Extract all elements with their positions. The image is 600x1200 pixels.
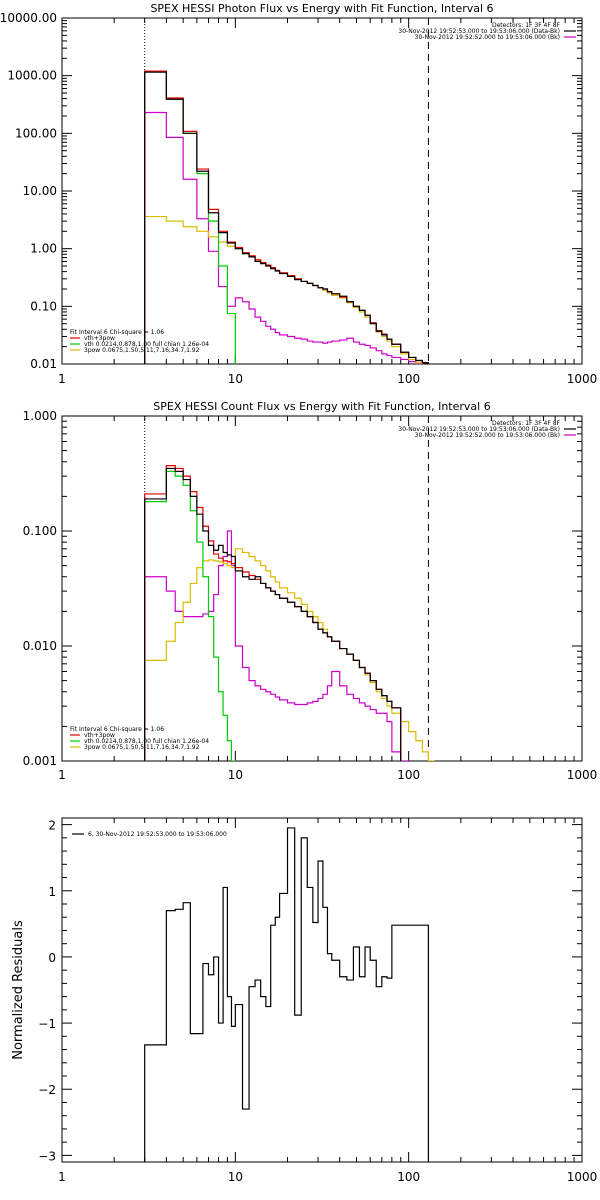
panel-count: SPEX HESSI Count Flux vs Energy with Fit…	[23, 400, 598, 782]
y-tick-label: 1.000	[23, 409, 57, 423]
y-tick-label: 0.010	[23, 639, 57, 653]
y-tick-label: 10000.00	[0, 11, 57, 25]
residuals-line	[144, 827, 430, 1162]
legend-bottom-left-text: 3pow 0.0675,1.50,5.11,7.16,34.7,1.92	[84, 744, 200, 751]
y-tick-label: −3	[38, 1149, 56, 1163]
series-background-line	[144, 111, 423, 364]
legend-bottom-left-text: vth 0.0214,0.878,1.00 full chian 1.26e-0…	[84, 341, 209, 348]
legend-top-right-text: 30-Nov-2012 19:52:52.000 to 19:53:06.000…	[415, 34, 560, 41]
plot-frame	[61, 17, 583, 365]
series-vth-line	[144, 470, 236, 761]
legend-top-right-text: 30-Nov-2012 19:52:53.000 to 19:53:06.000…	[398, 28, 560, 35]
x-tick-label: 100	[397, 372, 420, 386]
legend-top-right-text: Detectors: 1F 3F 4F 8F	[492, 420, 561, 427]
series-background-line	[144, 530, 410, 761]
x-tick-label: 10	[228, 372, 243, 386]
panel-photon: SPEX HESSI Photon Flux vs Energy with Fi…	[0, 2, 597, 386]
y-tick-label: 1	[48, 885, 56, 899]
series-3pow-line	[144, 215, 423, 364]
legend-bottom-left-text: Fit Interval 6 Chi-square = 1.06	[70, 726, 164, 733]
x-tick-label: 10	[228, 768, 243, 782]
y-tick-label: 1000.00	[7, 69, 57, 83]
x-tick-label: 10	[228, 1170, 243, 1184]
legend-bottom-left-text: Fit Interval 6 Chi-square = 1.06	[70, 329, 164, 336]
y-tick-label: 10.00	[23, 184, 57, 198]
legend-text: 6, 30-Nov-2012 19:52:53.000 to 19:53:06.…	[88, 831, 227, 838]
x-tick-label: 1000	[567, 372, 598, 386]
x-tick-label: 1	[58, 1170, 66, 1184]
y-tick-label: 1.00	[30, 242, 57, 256]
series-data-line	[144, 71, 430, 364]
plot-area	[144, 465, 435, 761]
chart-title: SPEX HESSI Count Flux vs Energy with Fit…	[153, 400, 490, 413]
plot-frame	[61, 415, 583, 762]
y-tick-label: 0.01	[30, 357, 57, 371]
y-tick-label: 0.100	[23, 524, 57, 538]
x-tick-label: 1000	[567, 1170, 598, 1184]
y-tick-label: −1	[38, 1017, 56, 1031]
x-tick-label: 100	[397, 768, 420, 782]
y-tick-label: 2	[48, 819, 56, 833]
legend-top-right-text: 30-Nov-2012 19:52:53.000 to 19:53:06.000…	[398, 426, 560, 433]
legend-bottom-left-text: vth+3pow	[84, 335, 115, 342]
legend-bottom-left-text: 3pow 0.0675,1.50,5.11,7.16,34.7,1.92	[84, 347, 200, 354]
x-tick-label: 1	[58, 372, 66, 386]
x-tick-label: 100	[397, 1170, 420, 1184]
y-axis-label: Normalized Residuals	[11, 920, 26, 1060]
y-tick-label: 0.10	[30, 299, 57, 313]
y-tick-label: 100.00	[15, 126, 57, 140]
legend-top-right-text: 30-Nov-2012 19:52:52.000 to 19:53:06.000…	[415, 432, 560, 439]
series-data-line	[144, 467, 402, 761]
panel-residuals: 1 10 100 1000 −3 −2 −1 0 1 2 Normalized Residuals 6…	[11, 817, 598, 1184]
x-tick-label: 1000	[567, 768, 598, 782]
chart-title: SPEX HESSI Photon Flux vs Energy with Fi…	[150, 2, 493, 15]
legend-top-right-text: Detectors: 1F 3F 4F 8F	[492, 22, 561, 29]
legend-bottom-left-text: vth 0.0214,0.878,1.00 full chian 1.26e-0…	[84, 738, 209, 745]
x-tick-label: 1	[58, 768, 66, 782]
series-3pow-line	[144, 548, 435, 761]
plot-area	[144, 827, 430, 1162]
plot-area	[144, 70, 430, 364]
y-tick-label: 0.001	[23, 754, 57, 768]
y-tick-label: −2	[38, 1083, 56, 1097]
y-tick-label: 0	[48, 951, 56, 965]
legend-bottom-left-text: vth+3pow	[84, 732, 115, 739]
plot-frame	[61, 817, 583, 1163]
